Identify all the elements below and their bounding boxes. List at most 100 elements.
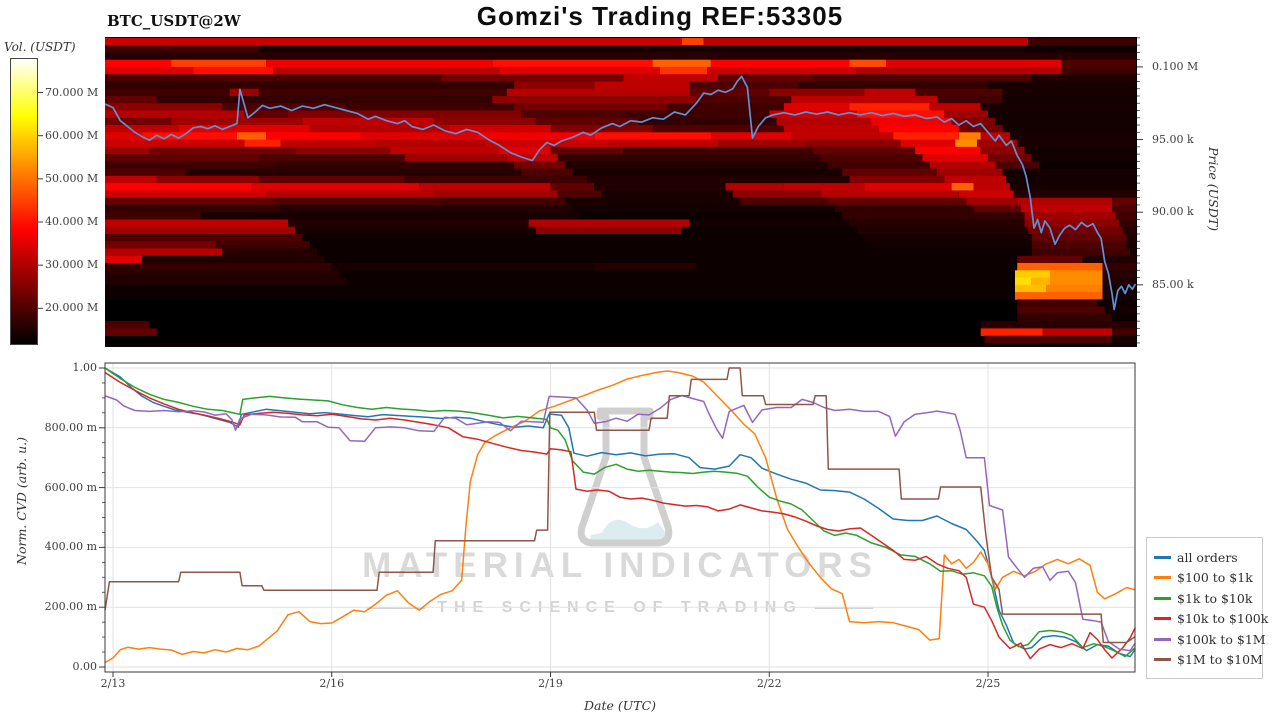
heatmap-cell [105,263,332,271]
legend-swatch-icon [1154,555,1171,559]
heatmap-cell [1126,234,1137,242]
heatmap-cell [105,37,682,46]
heatmap-cell [732,190,821,199]
heatmap-cell [477,132,595,140]
heatmap-cell [579,212,843,220]
heatmap-cell [1024,219,1120,228]
heatmap-cell [273,197,442,206]
heatmap-cell [105,234,303,242]
heatmap-cell [200,212,580,220]
heatmap-cell [331,263,595,271]
heatmap-cell [105,342,1137,347]
heatmap-cell [324,255,1018,264]
heatmap-cell [842,212,1025,220]
heatmap-cell [1102,292,1136,300]
heatmap-cell [557,154,821,162]
heatmap-cell [594,183,726,191]
heatmap-cell [718,74,813,82]
heatmap-cell [105,219,288,228]
legend-swatch-icon [1154,576,1171,580]
heatmap-cell [317,248,1032,257]
heatmap-cell [718,139,806,148]
heatmap-cell [266,59,493,68]
x-tick-2/25: 2/25 [975,677,1001,690]
heatmap-cell [390,146,500,155]
heatmap-cell [258,154,405,162]
heatmap-cell [492,96,697,104]
heatmap-cell [594,263,697,271]
heatmap-cell [915,88,1003,97]
heatmap-cell [441,197,566,206]
heatmap-cell [1061,66,1137,75]
heatmap-cell [433,190,558,199]
heatmap-cell [995,161,1040,170]
heatmap-cell [105,277,347,286]
heatmap-cell [1015,277,1032,286]
heatmap-cell [514,103,668,111]
heatmap-cell [156,175,259,184]
heatmap-cell [988,154,1032,162]
heatmap-cell [1112,328,1137,337]
heatmap-cell [521,110,624,119]
heatmap-cell [1017,197,1112,206]
heatmap-cell [864,88,916,97]
heatmap-cell [105,81,515,90]
heatmap-cell [237,132,267,140]
heatmap-cell [550,183,595,191]
heatmap-cell [105,154,259,162]
legend-swatch-icon [1154,637,1171,641]
heatmap-cell [514,81,595,90]
heatmap-cell [1112,313,1137,322]
heatmap-cell [849,59,886,68]
heatmap-cell [521,168,573,177]
heatmap-cell [565,197,741,206]
heatmap-cell [951,183,974,191]
instrument-label: BTC_USDT@2W [107,12,241,30]
heatmap-cell [710,132,792,140]
heatmap-cell [1013,190,1137,199]
heatmap-cell [937,96,1003,104]
heatmap-cell [404,175,587,184]
heatmap-cell [827,197,967,206]
cvd-tick-0.00: 0.00 [72,660,98,673]
heatmap-cell [1017,299,1098,308]
heatmap-cell [1039,161,1137,170]
heatmap-cell [105,248,223,257]
heatmap-cell [791,96,937,104]
volume-tick-60.000 M: 60.000 M [45,128,99,142]
heatmap-cell [105,241,216,249]
heatmap-cell [156,96,493,104]
heatmap-cell [1031,241,1127,249]
heatmap-cell [105,103,223,111]
legend-entry: $1k to $10k [1154,588,1256,609]
heatmap-cell [1024,146,1137,155]
heatmap-cell [171,59,267,68]
heatmap-cell [105,161,274,170]
heatmap-cell [1112,335,1137,344]
heatmap-cell [594,132,711,140]
heatmap-cell [886,59,1061,68]
heatmap-cell [244,110,289,119]
heatmap-cell [984,335,1112,344]
heatmap-cell [980,103,1136,111]
heatmap-cell [1031,234,1127,242]
heatmap-cell [1009,183,1137,191]
volume-tick-40.000 M: 40.000 M [45,215,99,228]
heatmap-cell [652,59,711,68]
heatmap-cell [922,154,988,162]
cvd-tick-600.00 m: 600.00 m [44,480,97,494]
heatmap-cell [1028,37,1136,46]
heatmap-cell [105,226,296,235]
heatmap-cell [900,139,956,148]
heatmap-cell [659,66,708,75]
heatmap-cell [783,103,850,111]
heatmap-cell [849,103,930,111]
heatmap-cell [689,219,850,228]
heatmap-cell [696,263,1018,271]
legend-entry: $1M to $10M [1154,650,1263,671]
heatmap-cell [288,110,522,119]
heatmap-cell [689,88,770,97]
heatmap-cell [944,110,989,119]
heatmap-cell [929,161,996,170]
